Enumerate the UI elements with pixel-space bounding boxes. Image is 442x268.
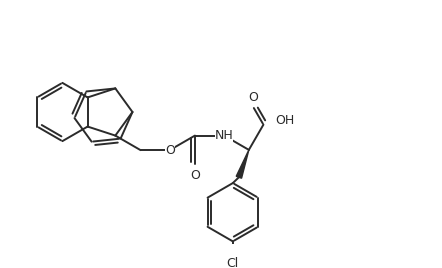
Text: O: O — [165, 144, 175, 157]
Text: NH: NH — [215, 129, 233, 142]
Text: O: O — [190, 169, 200, 182]
Text: O: O — [248, 91, 258, 104]
Polygon shape — [236, 150, 249, 178]
Text: OH: OH — [275, 114, 295, 127]
Text: Cl: Cl — [227, 257, 239, 268]
